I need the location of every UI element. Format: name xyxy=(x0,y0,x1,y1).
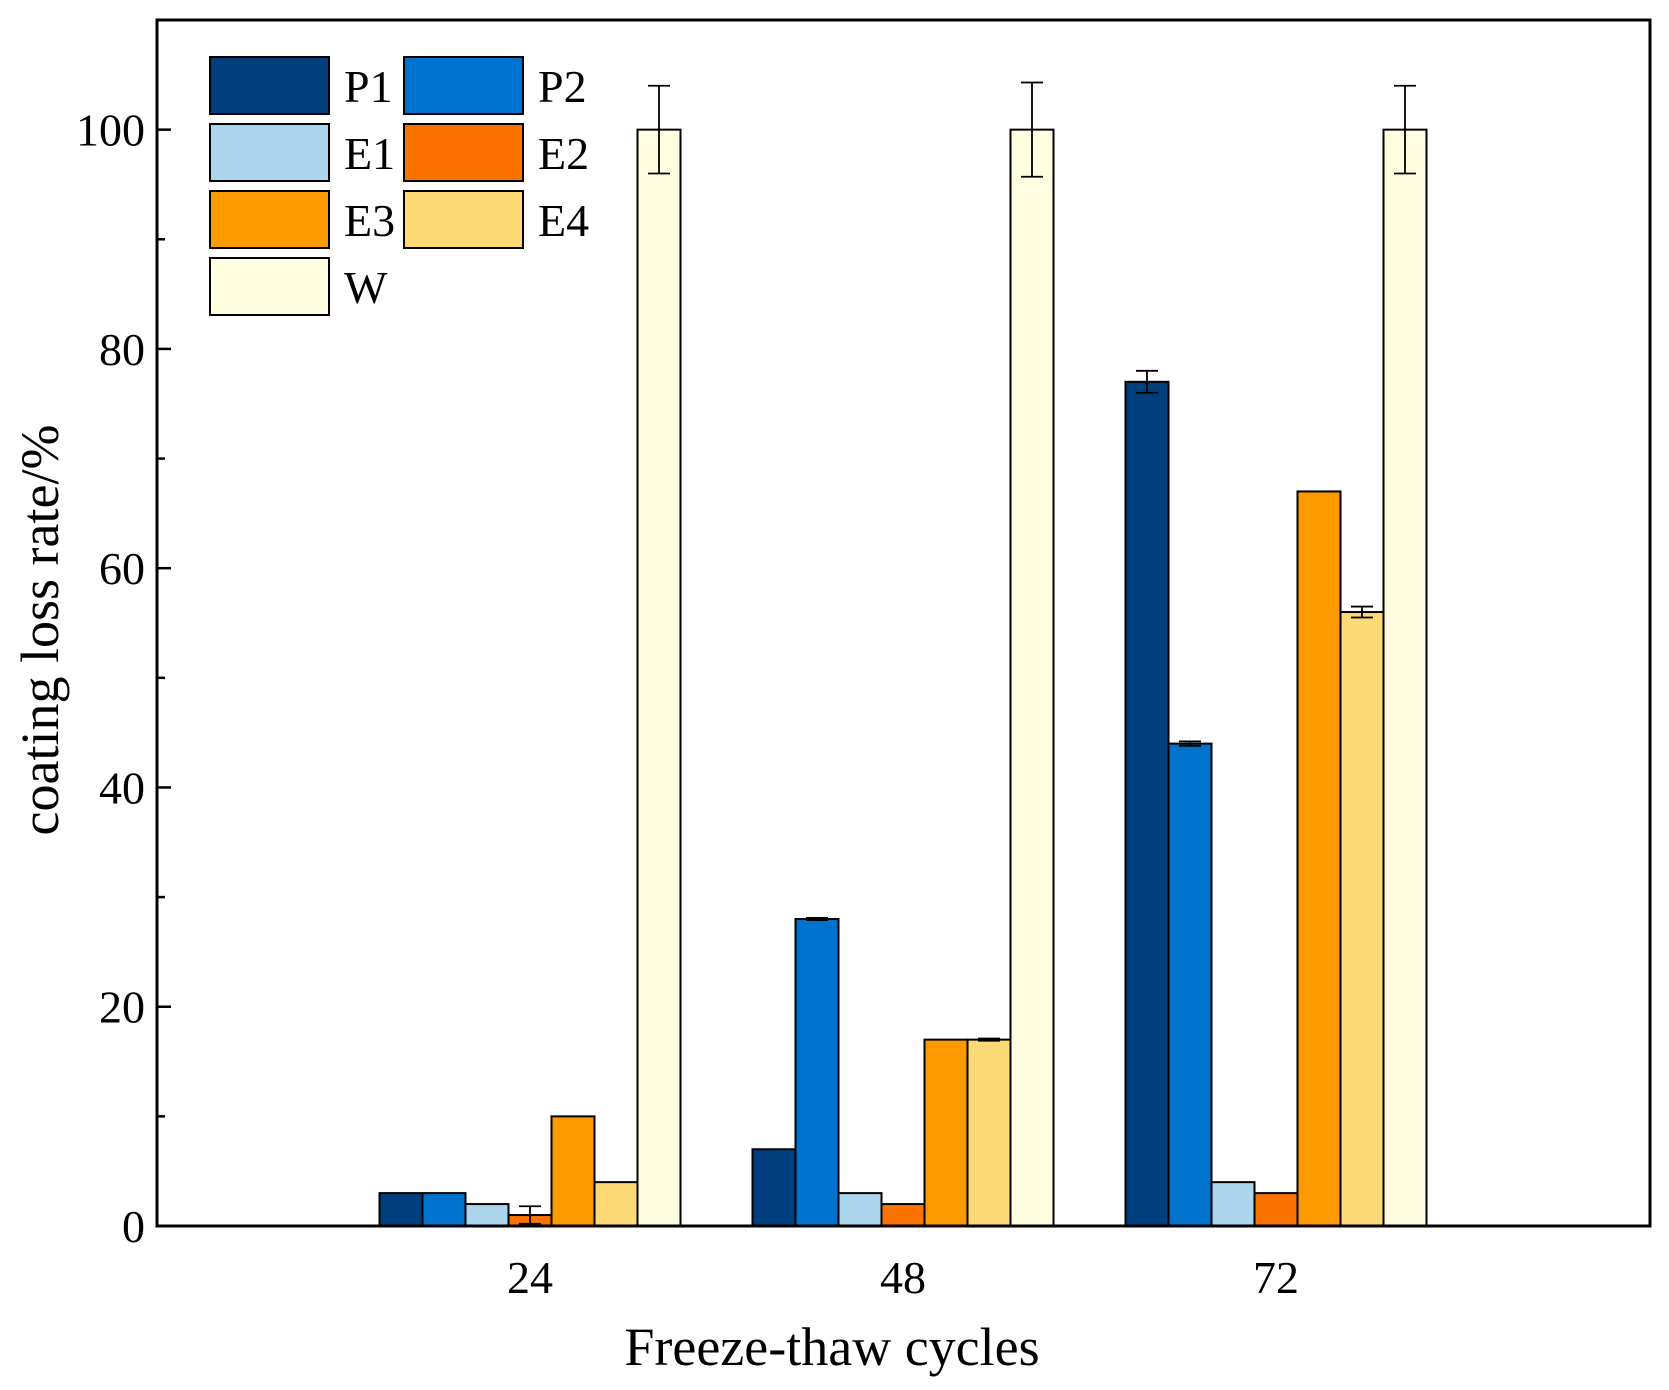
bar-P2-24 xyxy=(421,1192,467,1228)
y-tick-label: 80 xyxy=(99,324,145,375)
legend-label: E3 xyxy=(344,195,395,246)
legend-label: P1 xyxy=(344,61,393,112)
x-axis-label: Freeze-thaw cycles xyxy=(624,1317,1039,1377)
y-axis-label: coating loss rate/% xyxy=(10,425,70,836)
error-bars-layer xyxy=(519,81,1416,1225)
legend-swatch xyxy=(209,56,330,115)
bar-P1-72 xyxy=(1124,380,1170,1227)
bar-E1-48 xyxy=(837,1192,883,1228)
bar-P2-72 xyxy=(1167,742,1213,1227)
legend-item-P2: P2 xyxy=(403,56,587,115)
error-bar-W-72 xyxy=(1394,84,1416,175)
legend-item-E1: E1 xyxy=(209,123,395,182)
bars-layer xyxy=(378,128,1428,1228)
legend-swatch xyxy=(209,257,330,316)
y-tick-label: 20 xyxy=(99,982,145,1033)
legend-item-P1: P1 xyxy=(209,56,393,115)
y-tick-label: 0 xyxy=(122,1201,145,1252)
bar-W-72 xyxy=(1382,128,1428,1228)
legend-item-W: W xyxy=(209,257,388,316)
legend-label: E1 xyxy=(344,128,395,179)
bar-E2-72 xyxy=(1253,1192,1299,1228)
bar-E1-24 xyxy=(464,1203,510,1228)
legend-item-E2: E2 xyxy=(403,123,589,182)
bar-E1-72 xyxy=(1210,1181,1256,1228)
bar-P1-24 xyxy=(378,1192,424,1228)
error-bar-P2-48 xyxy=(806,917,828,922)
bar-E2-48 xyxy=(880,1203,926,1228)
bar-P1-48 xyxy=(751,1148,797,1227)
legend-swatch xyxy=(403,123,524,182)
bar-E4-72 xyxy=(1339,611,1385,1227)
legend-swatch xyxy=(209,190,330,249)
error-bar-P2-72 xyxy=(1179,740,1201,747)
legend: P1 P2 E1 E2 E3 E4 W xyxy=(209,56,589,316)
bar-E3-48 xyxy=(923,1038,969,1227)
error-bar-W-24 xyxy=(648,84,670,175)
bar-W-48 xyxy=(1009,128,1055,1228)
bar-E3-72 xyxy=(1296,490,1342,1228)
bar-E4-48 xyxy=(966,1038,1012,1227)
error-bar-W-48 xyxy=(1021,81,1043,178)
error-bar-E4-72 xyxy=(1351,605,1373,619)
legend-swatch xyxy=(403,56,524,115)
error-bar-E4-48 xyxy=(978,1037,1000,1042)
legend-label: E4 xyxy=(538,195,589,246)
legend-label: E2 xyxy=(538,128,589,179)
legend-item-E3: E3 xyxy=(209,190,395,249)
y-tick-label: 100 xyxy=(76,105,145,156)
y-tick-label: 60 xyxy=(99,543,145,594)
x-tick-label: 48 xyxy=(880,1252,926,1303)
error-bar-P1-72 xyxy=(1136,369,1158,394)
x-tick-label: 72 xyxy=(1253,1252,1299,1303)
bar-P2-48 xyxy=(794,918,840,1227)
y-tick-label: 40 xyxy=(99,762,145,813)
legend-item-E4: E4 xyxy=(403,190,589,249)
bar-W-24 xyxy=(636,128,682,1228)
legend-label: P2 xyxy=(538,61,587,112)
legend-swatch xyxy=(403,190,524,249)
error-bar-E2-24 xyxy=(519,1205,541,1225)
plot-frame xyxy=(155,18,1652,1228)
axes-layer: 0 20 40 60 80 100 24 48 72 xyxy=(76,18,1652,1303)
legend-label: W xyxy=(344,262,388,313)
bar-E3-24 xyxy=(550,1115,596,1228)
bar-E4-24 xyxy=(593,1181,639,1228)
x-tick-label: 24 xyxy=(507,1252,553,1303)
legend-swatch xyxy=(209,123,330,182)
